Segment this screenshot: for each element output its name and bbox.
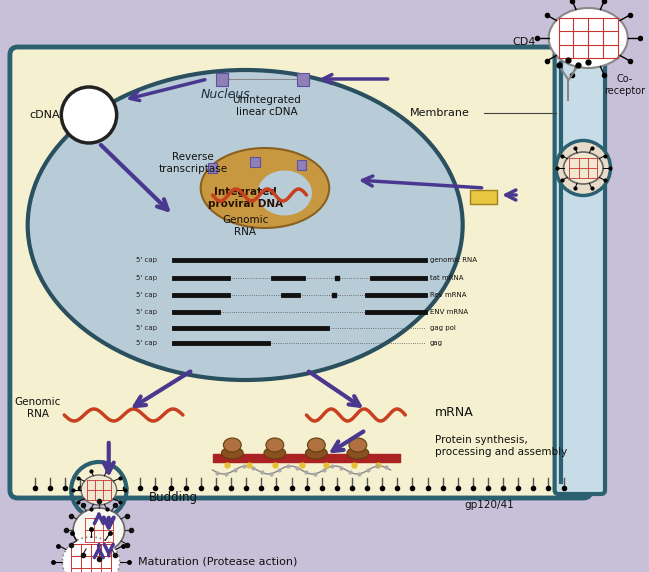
Ellipse shape bbox=[258, 170, 312, 216]
Text: 5' cap: 5' cap bbox=[136, 340, 158, 346]
Text: 5' cap: 5' cap bbox=[136, 309, 158, 315]
Text: gag: gag bbox=[430, 340, 443, 346]
Ellipse shape bbox=[563, 152, 603, 184]
Text: 5' cap: 5' cap bbox=[136, 292, 158, 298]
Text: Integrated
proviral DNA: Integrated proviral DNA bbox=[208, 187, 283, 209]
Text: 5' cap: 5' cap bbox=[136, 275, 158, 281]
Ellipse shape bbox=[556, 141, 611, 196]
Text: CD4: CD4 bbox=[512, 37, 535, 47]
Text: cDNA: cDNA bbox=[29, 110, 60, 120]
Text: ENV mRNA: ENV mRNA bbox=[430, 309, 468, 315]
FancyBboxPatch shape bbox=[555, 51, 605, 494]
Bar bbox=[215, 73, 228, 86]
Ellipse shape bbox=[308, 438, 325, 452]
Bar bbox=[470, 190, 497, 204]
Text: gag pol: gag pol bbox=[430, 325, 456, 331]
Ellipse shape bbox=[28, 70, 463, 380]
Text: Unintegrated
linear cDNA: Unintegrated linear cDNA bbox=[232, 95, 301, 117]
Bar bbox=[250, 157, 260, 167]
Bar bbox=[208, 163, 217, 173]
Bar bbox=[297, 160, 306, 170]
Text: Membrane: Membrane bbox=[410, 108, 470, 118]
Text: Protein synthesis,
processing and assembly: Protein synthesis, processing and assemb… bbox=[435, 435, 567, 456]
Text: genomic RNA: genomic RNA bbox=[430, 257, 477, 263]
Ellipse shape bbox=[347, 447, 369, 459]
Ellipse shape bbox=[266, 438, 284, 452]
Text: Budding: Budding bbox=[149, 491, 197, 503]
FancyBboxPatch shape bbox=[10, 47, 591, 498]
Ellipse shape bbox=[221, 447, 243, 459]
Text: Co-
receptor: Co- receptor bbox=[604, 74, 645, 96]
Ellipse shape bbox=[264, 447, 286, 459]
Ellipse shape bbox=[81, 475, 117, 505]
Text: 5' cap: 5' cap bbox=[136, 325, 158, 331]
Ellipse shape bbox=[62, 537, 119, 572]
Text: gp120/41: gp120/41 bbox=[465, 500, 514, 510]
Ellipse shape bbox=[548, 8, 628, 68]
Text: Rev mRNA: Rev mRNA bbox=[430, 292, 467, 298]
Text: tat mRNA: tat mRNA bbox=[430, 275, 463, 281]
Ellipse shape bbox=[349, 438, 367, 452]
Text: 5' cap: 5' cap bbox=[136, 257, 158, 263]
Text: mRNA: mRNA bbox=[435, 407, 474, 419]
Ellipse shape bbox=[73, 508, 125, 552]
Text: Nucleus: Nucleus bbox=[201, 89, 251, 101]
Text: Reverse
transcriptase: Reverse transcriptase bbox=[158, 152, 227, 174]
Ellipse shape bbox=[223, 438, 241, 452]
Bar bbox=[297, 73, 310, 86]
Ellipse shape bbox=[201, 148, 329, 228]
Text: Genomic
RNA: Genomic RNA bbox=[14, 397, 61, 419]
Text: Genomic
RNA: Genomic RNA bbox=[222, 215, 269, 237]
Text: Maturation (Protease action): Maturation (Protease action) bbox=[138, 557, 297, 567]
Circle shape bbox=[61, 87, 117, 143]
Ellipse shape bbox=[306, 447, 327, 459]
